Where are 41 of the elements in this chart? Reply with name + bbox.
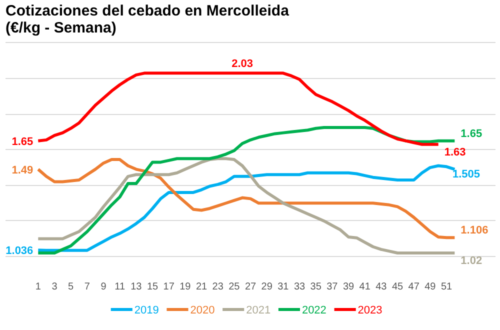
x-tick-label: 21 xyxy=(196,282,208,292)
data-label: 1.63 xyxy=(444,146,466,158)
x-tick-label: 1 xyxy=(35,282,42,292)
x-tick-label: 37 xyxy=(326,282,338,292)
x-tick-label: 7 xyxy=(84,282,90,292)
x-tick-label: 9 xyxy=(100,282,107,292)
data-label: 1.505 xyxy=(452,168,480,181)
data-label: 1.02 xyxy=(460,254,482,267)
legend-label: 2023 xyxy=(358,304,382,316)
x-tick-label: 47 xyxy=(408,282,420,292)
x-tick-label: 3 xyxy=(52,282,58,292)
x-tick-label: 35 xyxy=(310,282,322,292)
x-tick-label: 25 xyxy=(228,282,240,292)
x-tick-label: 27 xyxy=(244,282,256,292)
data-label: 1.036 xyxy=(6,245,34,258)
x-tick-label: 51 xyxy=(440,282,452,292)
x-tick-label: 31 xyxy=(278,282,290,292)
x-tick-label: 19 xyxy=(180,282,192,292)
data-label: 1.106 xyxy=(460,224,488,237)
x-tick-label: 29 xyxy=(261,282,273,292)
x-tick-label: 45 xyxy=(392,282,404,292)
x-tick-label: 13 xyxy=(130,282,142,292)
chart-title: Cotizaciones del cebado en Mercolleida (€/kg - Semana) xyxy=(6,2,290,36)
legend-label: 2021 xyxy=(246,304,271,316)
x-tick-label: 39 xyxy=(342,282,354,292)
x-tick-label: 33 xyxy=(294,282,306,292)
x-tick-label: 5 xyxy=(68,282,74,292)
x-tick-label: 43 xyxy=(376,282,388,292)
data-label: 1.49 xyxy=(12,164,34,176)
x-tick-label: 23 xyxy=(212,282,224,292)
x-tick-label: 15 xyxy=(146,282,158,292)
legend-label: 2020 xyxy=(190,304,215,316)
data-label: 2.03 xyxy=(232,58,254,70)
x-tick-label: 49 xyxy=(424,282,436,292)
data-label: 1.65 xyxy=(460,128,482,140)
x-tick-label: 11 xyxy=(114,282,126,292)
legend-label: 2019 xyxy=(134,304,159,316)
data-label: 1.65 xyxy=(12,136,34,148)
x-tick-label: 41 xyxy=(359,282,371,292)
x-tick-label: 17 xyxy=(163,282,175,292)
legend-label: 2022 xyxy=(302,304,326,316)
